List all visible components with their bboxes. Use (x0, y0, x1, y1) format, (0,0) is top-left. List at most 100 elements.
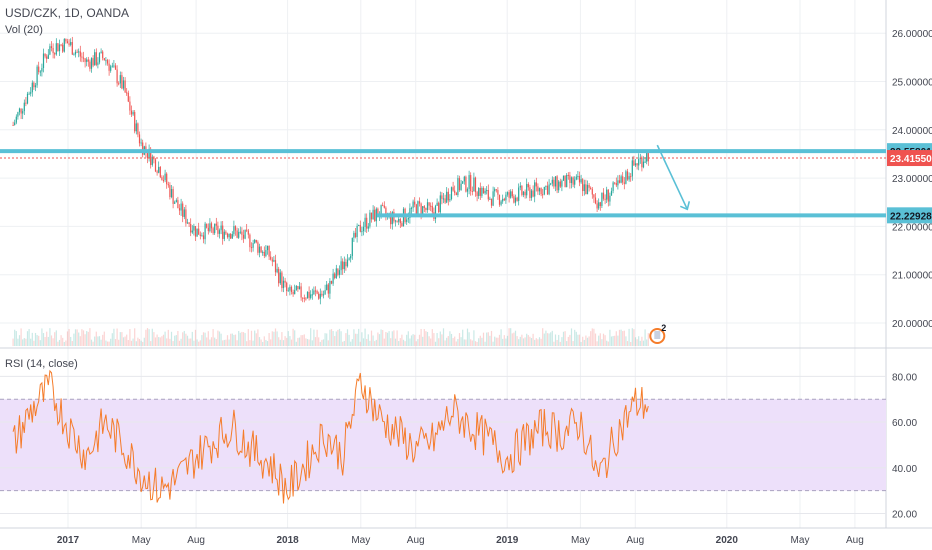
candle-body (54, 53, 56, 55)
volume-bar (639, 340, 641, 346)
candle-body (345, 261, 347, 267)
candle-body (588, 184, 590, 188)
volume-bar (478, 338, 480, 346)
candle-body (39, 71, 41, 73)
candle-body (482, 188, 485, 194)
candle-body (631, 160, 633, 177)
volume-bar (470, 339, 472, 346)
volume-bar (607, 341, 609, 346)
candle-body (460, 183, 462, 191)
candle-body (281, 272, 283, 289)
candle-body (327, 284, 329, 294)
volume-bar (564, 331, 566, 346)
candle-body (446, 191, 448, 203)
volume-bar (618, 329, 621, 346)
candle-body (250, 247, 253, 249)
volume-bar (68, 328, 70, 346)
volume-bar (140, 340, 142, 346)
candle-body (398, 218, 400, 222)
candle-body (137, 123, 139, 135)
candle-body (498, 194, 501, 205)
volume-bar (265, 339, 267, 346)
volume-bar (226, 335, 229, 346)
candle-body (254, 239, 256, 244)
candle-body (284, 280, 286, 283)
candle-body (183, 209, 185, 217)
candle-body (431, 205, 433, 213)
volume-bar (433, 333, 435, 346)
volume-bar (642, 340, 645, 346)
volume-bar (177, 330, 179, 346)
candle-body (641, 157, 643, 168)
candle-body (17, 112, 19, 117)
time-tick-label: Aug (187, 535, 205, 546)
volume-bar (599, 333, 601, 346)
volume-bar (206, 337, 208, 346)
volume-bar (228, 339, 230, 346)
candle-body (206, 223, 208, 228)
candle-body (124, 80, 126, 93)
volume-bar (399, 338, 401, 346)
volume-label[interactable]: Vol (20) (5, 24, 43, 36)
candle-body (223, 231, 225, 239)
candle-body (174, 202, 176, 204)
volume-bar (105, 340, 107, 346)
candle-body (420, 203, 422, 215)
rsi-tick-label: 60.00 (892, 418, 917, 429)
volume-bar (15, 331, 17, 346)
candle-body (487, 190, 489, 200)
volume-bar (42, 333, 45, 346)
candle-body (607, 189, 609, 202)
candle-body (324, 290, 326, 295)
candle-body (287, 290, 289, 292)
volume-bar (425, 331, 427, 346)
volume-bar (138, 338, 141, 346)
candle-body (310, 294, 312, 298)
volume-bar (591, 328, 593, 346)
candle-body (252, 243, 254, 248)
candle-body (308, 291, 310, 298)
candle-body (247, 230, 249, 235)
candle-body (207, 227, 209, 232)
candle-body (350, 255, 352, 259)
candle-body (177, 200, 179, 209)
candle-body (196, 228, 198, 237)
volume-bar (218, 331, 221, 346)
candle-body (455, 192, 457, 196)
candle-body (425, 208, 427, 211)
time-tick-label: May (351, 535, 370, 546)
event-marker[interactable]: 2 (649, 323, 666, 344)
candle-body (334, 273, 336, 279)
candle-body (337, 268, 339, 275)
volume-bar (25, 338, 27, 346)
volume-bar (132, 338, 134, 346)
volume-bar (473, 330, 475, 346)
candle-body (582, 179, 584, 192)
volume-bar (79, 336, 81, 346)
candle-body (534, 182, 536, 197)
volume-bar (358, 328, 360, 346)
candle-body (57, 43, 59, 52)
candle-body (66, 41, 69, 44)
volume-bar (372, 335, 374, 346)
candle-body (20, 108, 22, 114)
rsi-label[interactable]: RSI (14, close) (5, 358, 78, 370)
volume-bar (359, 341, 361, 346)
levels[interactable] (0, 144, 886, 218)
candle-body (30, 92, 32, 94)
candle-body (583, 184, 585, 192)
symbol-title[interactable]: USD/CZK, 1D, OANDA (5, 6, 130, 20)
volume-bar (214, 337, 216, 346)
candle-body (358, 224, 360, 226)
candle-body (542, 194, 544, 196)
candle-body (263, 251, 265, 257)
candle-body (626, 171, 629, 180)
volume-bar (313, 329, 315, 346)
candle-body (636, 163, 638, 166)
candle-body (114, 65, 117, 70)
volume-bar (281, 332, 283, 346)
candle-body (239, 231, 241, 233)
volume-bar (617, 335, 619, 346)
volume-bar (151, 328, 153, 346)
